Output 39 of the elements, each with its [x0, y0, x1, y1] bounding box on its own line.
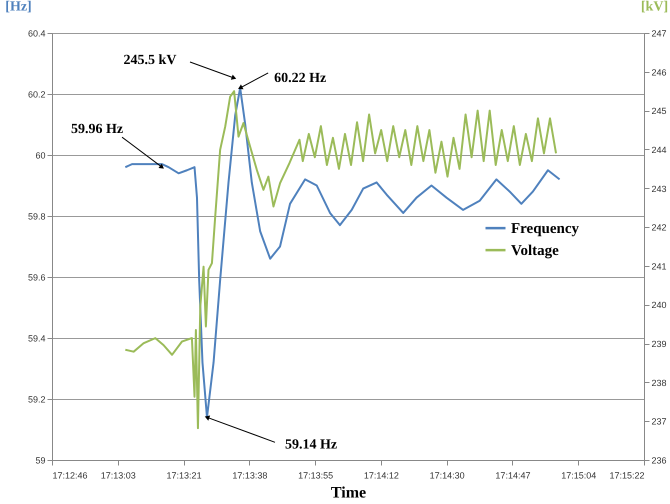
- y-tick-label: 59.6: [28, 272, 46, 282]
- legend-label: Voltage: [511, 243, 560, 260]
- y2-tick-label: 245: [652, 106, 667, 116]
- y-axis-title: [Hz]: [5, 0, 32, 14]
- y2-tick-label: 236: [652, 456, 667, 466]
- annotation: 60.22 Hz: [274, 70, 326, 86]
- y2-tick-label: 238: [652, 378, 667, 388]
- x-axis-title: Time: [330, 484, 366, 502]
- y2-tick-label: 244: [652, 144, 667, 155]
- y2-tick-label: 243: [652, 184, 667, 194]
- y2-tick-label: 237: [652, 416, 667, 427]
- y-tick-label: 59.2: [28, 394, 46, 404]
- y-tick-label: 59.4: [28, 334, 46, 344]
- x-tick-label: 17:13:55: [298, 470, 334, 480]
- x-tick-label: 17:15:04: [561, 470, 596, 480]
- x-tick-label: 17:13:03: [100, 470, 136, 480]
- annotation: 59.96 Hz: [70, 122, 124, 138]
- y-tick-label: 60.2: [28, 90, 46, 100]
- legend-label: Frequency: [511, 221, 580, 238]
- x-tick-label: 17:14:47: [495, 470, 530, 480]
- y2-tick-label: 247: [652, 28, 667, 38]
- x-tick-label: 17:13:21: [166, 470, 202, 480]
- y-tick-label: 60.4: [28, 28, 46, 38]
- y-tick-label: 59: [35, 456, 46, 466]
- y2-tick-label: 240: [652, 300, 667, 310]
- x-tick-label: 17:14:30: [430, 470, 465, 480]
- annotation: 59.14 Hz: [284, 437, 338, 452]
- x-tick-label: 17:13:38: [232, 470, 268, 480]
- x-tick-label: 17:15:22: [609, 470, 644, 480]
- y2-tick-label: 242: [652, 222, 667, 233]
- x-tick-label: 17:14:12: [364, 470, 399, 480]
- y2-tick-label: 239: [652, 339, 667, 350]
- y2-axis-title: [kV]: [640, 0, 668, 14]
- annotation: 245.5 kV: [124, 53, 176, 68]
- x-tick-label: 17:12:46: [52, 470, 88, 480]
- y-tick-label: 60: [35, 150, 46, 160]
- y-tick-label: 59.8: [28, 212, 46, 222]
- y2-tick-label: 246: [652, 67, 667, 78]
- y2-tick-label: 241: [652, 261, 667, 272]
